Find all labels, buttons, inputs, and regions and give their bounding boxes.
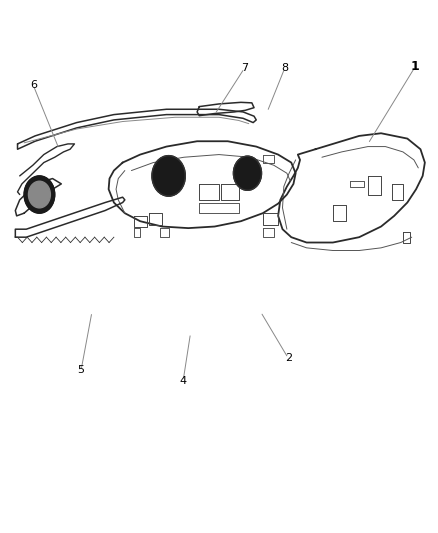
Circle shape (24, 176, 55, 213)
Text: 2: 2 (285, 353, 292, 363)
Circle shape (28, 181, 50, 208)
Text: 4: 4 (180, 376, 187, 386)
Circle shape (233, 156, 261, 190)
Text: 6: 6 (30, 80, 37, 90)
Text: 5: 5 (78, 366, 85, 375)
Text: 7: 7 (241, 63, 248, 73)
Text: 8: 8 (281, 63, 288, 73)
Text: 1: 1 (411, 60, 420, 73)
Circle shape (152, 156, 185, 196)
